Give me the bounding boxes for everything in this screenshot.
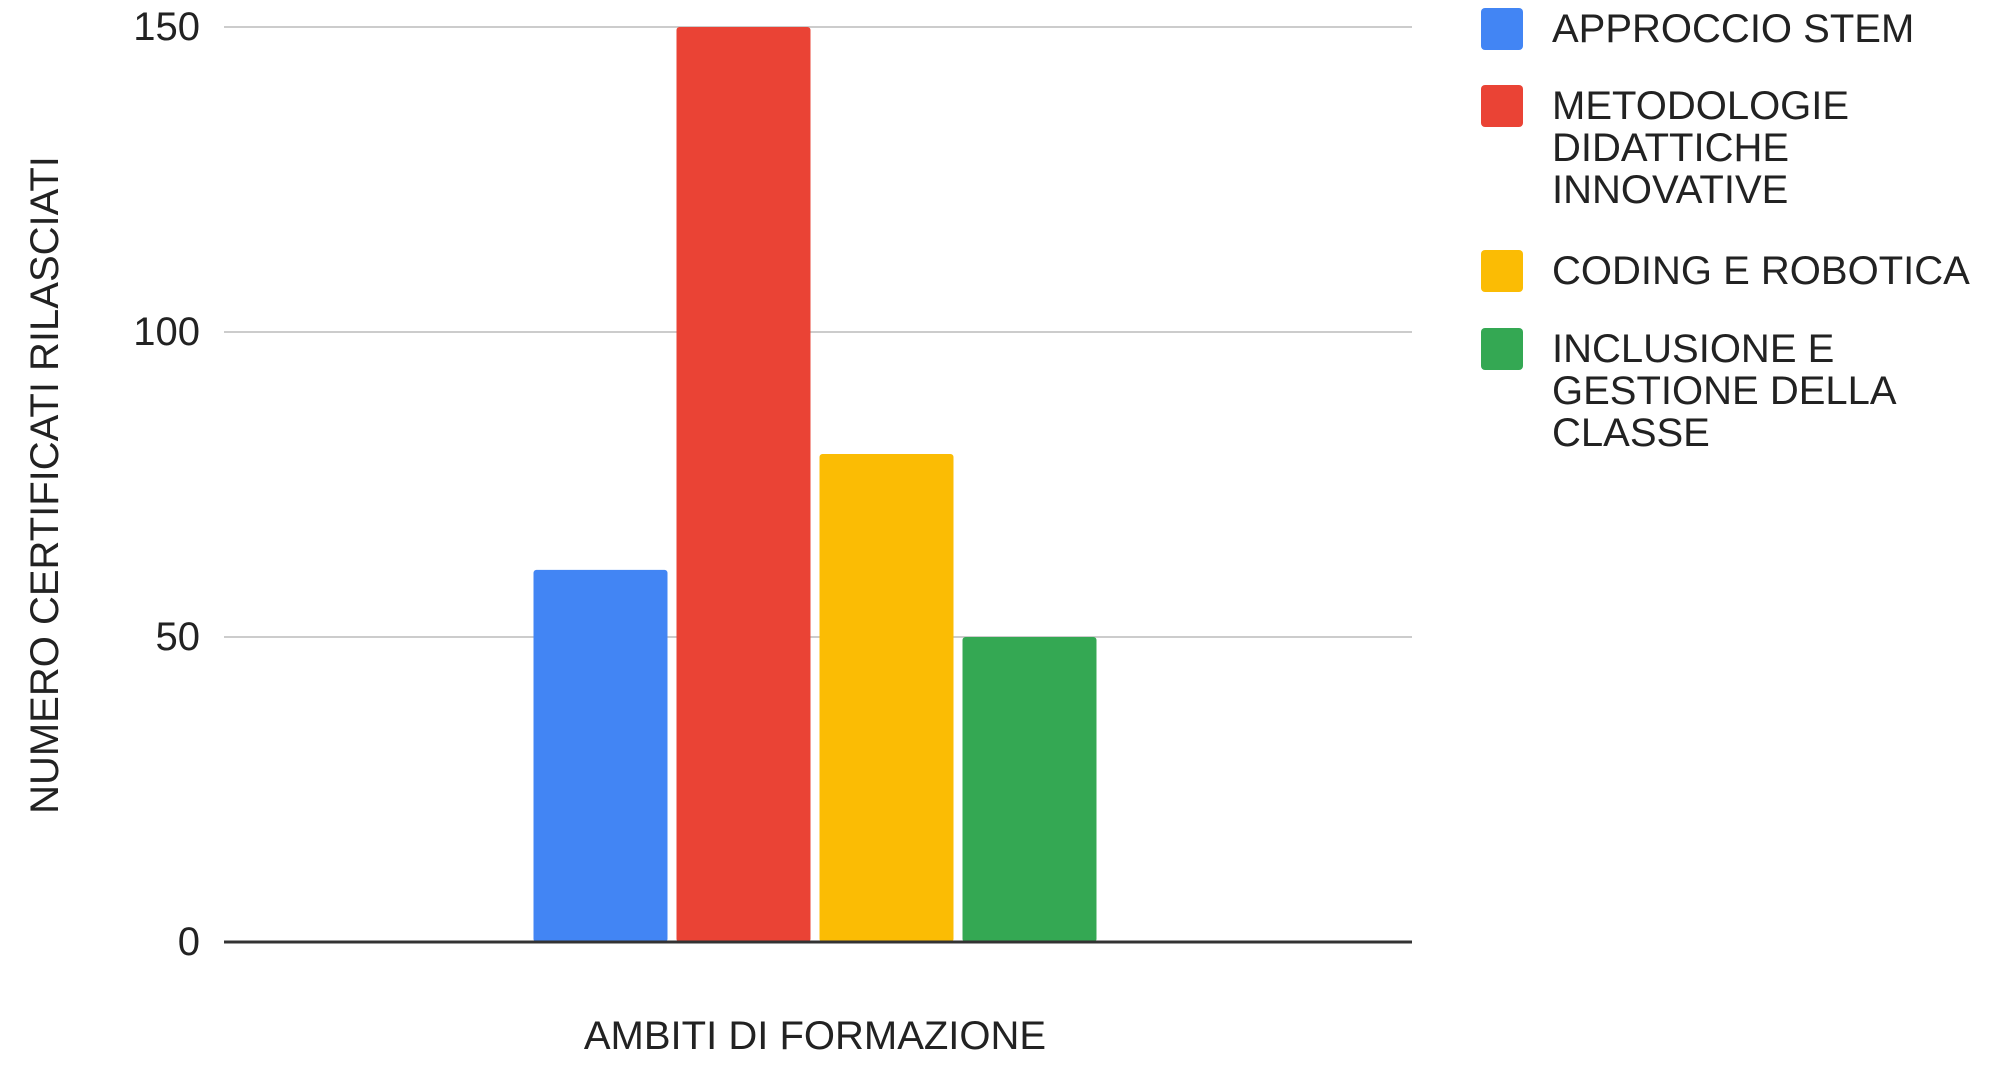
legend-label: INNOVATIVE: [1552, 168, 1788, 212]
bar-1: [533, 569, 668, 942]
y-tick-label: 100: [133, 310, 200, 354]
x-axis-title: AMBITI DI FORMAZIONE: [584, 1014, 1046, 1058]
y-tick-label: 50: [156, 615, 201, 659]
legend-label: DIDATTICHE: [1552, 126, 1789, 170]
legend-label: APPROCCIO STEM: [1552, 7, 1914, 51]
bar-4: [962, 637, 1097, 942]
legend: APPROCCIO STEM METODOLOGIEDIDATTICHEINNOV…: [1481, 7, 1970, 455]
y-tick-label: 0: [178, 920, 200, 964]
y-tick-label: 150: [133, 5, 200, 49]
legend-label: GESTIONE DELLA: [1552, 369, 1897, 413]
bar-2: [676, 27, 811, 942]
legend-label: INCLUSIONE E: [1552, 327, 1834, 371]
legend-label: METODOLOGIE: [1552, 84, 1849, 128]
legend-label: CLASSE: [1552, 411, 1710, 455]
legend-label: CODING E ROBOTICA: [1552, 249, 1970, 293]
legend-swatch-3: [1481, 250, 1523, 292]
bars: [533, 27, 1097, 942]
y-axis-title: NUMERO CERTIFICATI RILASCIATI: [23, 156, 67, 814]
legend-swatch-4: [1481, 328, 1523, 370]
axes: 0 50 100 150: [133, 5, 1412, 964]
legend-swatch-2: [1481, 85, 1523, 127]
bar-3: [819, 454, 954, 942]
gridlines: [224, 26, 1412, 638]
legend-swatch-1: [1481, 8, 1523, 50]
